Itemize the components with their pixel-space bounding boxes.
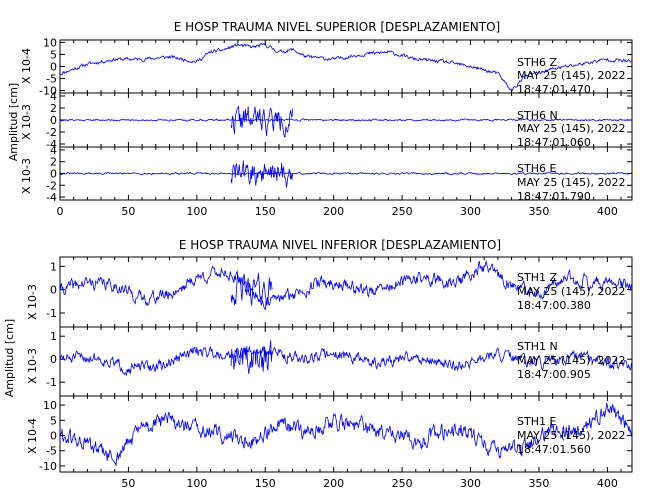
trace-line-sth6-n-seg0 — [59, 118, 633, 122]
trace-sth6-e: 420-2-4 — [46, 144, 633, 204]
date-label-sth1-n: MAY 25 (145), 2022 — [517, 354, 625, 367]
station-label-sth1-e: STH1 E — [517, 415, 556, 428]
scale-label-sth6-e: X 10-3 — [20, 158, 33, 194]
y-tick-label-sth1-e: 0 — [50, 430, 57, 443]
trace-line-sth1-n-seg1 — [230, 340, 273, 374]
lower-ylabel: Amplitud [cm] — [3, 319, 16, 397]
time-label-sth1-z: 18:47:00.380 — [517, 299, 591, 312]
y-tick-label-sth6-e: 2 — [50, 156, 57, 169]
time-label-sth6-n: 18:47:01.060 — [517, 136, 591, 149]
x-tick-label: 100 — [186, 205, 207, 218]
date-label-sth1-z: MAY 25 (145), 2022 — [517, 285, 625, 298]
scale-label-sth1-e: X 10-4 — [26, 418, 39, 454]
lower-plot-group: E HOSP TRAUMA NIVEL INFERIOR [DESPLAZAMI… — [3, 238, 633, 490]
y-tick-label-sth6-e: 0 — [50, 168, 57, 181]
upper-plot-title: E HOSP TRAUMA NIVEL SUPERIOR [DESPLAZAMI… — [174, 20, 500, 34]
x-tick-label: 300 — [460, 205, 481, 218]
y-tick-label-sth6-n: -2 — [46, 126, 57, 139]
y-tick-label-sth6-e: 4 — [50, 144, 57, 157]
y-tick-label-sth1-n: 1 — [50, 330, 57, 343]
x-tick-label: 350 — [528, 477, 549, 490]
panel-sth6-n: 420-2-4 X 10-3 STH6 N MAY 25 (145), 2022… — [20, 90, 633, 151]
trace-line-sth1-n-seg0 — [59, 345, 633, 377]
scale-label-sth6-n: X 10-3 — [20, 104, 33, 140]
station-label-sth6-e: STH6 E — [517, 162, 556, 175]
upper-x-axis: 0 50 100 150 200 250 300 350 400 — [57, 205, 618, 218]
y-tick-label-sth6-n: -4 — [46, 138, 57, 151]
x-tick-label: 150 — [255, 477, 276, 490]
trace-line-sth1-z-seg1 — [230, 272, 273, 306]
y-tick-label-sth6-e: -2 — [46, 179, 57, 192]
y-tick-label-sth1-e: -5 — [46, 445, 57, 458]
y-tick-label-sth6-n: 4 — [50, 90, 57, 103]
trace-line-sth6-e-seg0 — [59, 171, 633, 176]
y-tick-label-sth1-z: -1 — [46, 307, 57, 320]
x-tick-label: 200 — [323, 477, 344, 490]
lower-x-axis: 50 100 150 200 250 300 350 400 — [121, 477, 617, 490]
y-tick-label-sth1-e: 10 — [43, 399, 57, 412]
lower-plot-title: E HOSP TRAUMA NIVEL INFERIOR [DESPLAZAMI… — [179, 238, 501, 252]
y-tick-label-sth1-z: 1 — [50, 260, 57, 273]
x-tick-label: 100 — [186, 477, 207, 490]
trace-sth1-e: 10 5 0 -5 -10 — [39, 395, 633, 473]
x-tick-label: 50 — [121, 477, 135, 490]
y-tick-label-sth1-n: -1 — [46, 376, 57, 389]
y-tick-label-sth1-z: 0 — [50, 284, 57, 297]
scale-label-sth1-n: X 10-3 — [26, 348, 39, 384]
scale-label-sth1-z: X 10-3 — [26, 284, 39, 320]
panel-sth1-n: 1 0 -1 X 10-3 STH1 N MAY 25 (145), 2022 18… — [26, 326, 633, 397]
y-tick-label-sth1-e: 5 — [50, 414, 57, 427]
x-tick-label: 300 — [460, 477, 481, 490]
time-label-sth6-e: 18:47:01.790 — [517, 190, 591, 203]
station-label-sth6-z: STH6 Z — [517, 56, 557, 69]
x-tick-label: 250 — [392, 205, 413, 218]
x-tick-label: 150 — [255, 205, 276, 218]
y-tick-label-sth6-z: 5 — [50, 48, 57, 61]
station-label-sth1-z: STH1 Z — [517, 271, 557, 284]
time-label-sth1-e: 18:47:01.560 — [517, 443, 591, 456]
x-tick-label: 200 — [323, 205, 344, 218]
trace-line-sth6-z-seg0 — [60, 42, 633, 92]
x-tick-label: 350 — [528, 205, 549, 218]
y-tick-label-sth6-z: 0 — [50, 61, 57, 74]
x-tick-label: 400 — [597, 205, 618, 218]
x-tick-label: 0 — [57, 205, 64, 218]
trace-line-sth1-e-seg0 — [59, 402, 633, 467]
station-label-sth1-n: STH1 N — [517, 340, 558, 353]
trace-sth6-n: 420-2-4 — [46, 90, 633, 151]
panel-sth1-e: 10 5 0 -5 -10 X 10-4 STH1 E MAY 25 (145), 20… — [26, 395, 633, 473]
y-tick-label-sth6-e: -4 — [46, 191, 57, 204]
time-label-sth1-n: 18:47:00.905 — [517, 368, 591, 381]
station-label-sth6-n: STH6 N — [517, 109, 558, 122]
trace-line-sth6-n-seg1 — [230, 105, 293, 138]
x-tick-label: 250 — [392, 477, 413, 490]
date-label-sth6-e: MAY 25 (145), 2022 — [517, 176, 625, 189]
x-tick-label: 400 — [597, 477, 618, 490]
y-tick-label-sth6-z: 10 — [43, 36, 57, 49]
date-label-sth6-z: MAY 25 (145), 2022 — [517, 69, 625, 82]
trace-line-sth1-z-seg0 — [59, 261, 633, 311]
upper-ylabel: Amplitud [cm] — [7, 83, 20, 161]
x-tick-label: 50 — [121, 205, 135, 218]
y-tick-label-sth6-n: 2 — [50, 102, 57, 115]
y-tick-label-sth6-z: -10 — [39, 85, 57, 98]
y-tick-label-sth6-z: -5 — [46, 73, 57, 86]
panel-sth1-z: 1 0 -1 X 10-3 STH1 Z MAY 25 (145), 2022 18… — [26, 256, 633, 328]
upper-plot-group: E HOSP TRAUMA NIVEL SUPERIOR [DESPLAZAMI… — [7, 20, 633, 218]
y-tick-label-sth6-n: 0 — [50, 114, 57, 127]
trace-line-sth6-e-seg1 — [230, 160, 293, 188]
y-tick-label-sth1-e: -10 — [39, 460, 57, 473]
date-label-sth1-e: MAY 25 (145), 2022 — [517, 429, 625, 442]
scale-label-sth6-z: X 10-4 — [20, 48, 33, 84]
date-label-sth6-n: MAY 25 (145), 2022 — [517, 122, 625, 135]
panel-sth6-e: 420-2-4 X 10-3 STH6 E MAY 25 (145), 2022… — [20, 144, 633, 204]
y-tick-label-sth1-n: 0 — [50, 353, 57, 366]
